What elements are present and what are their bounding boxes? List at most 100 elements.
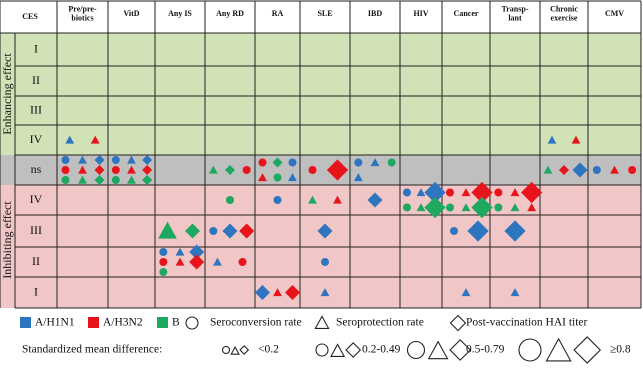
- column-header: HIV: [413, 9, 428, 18]
- column-header: IBD: [368, 9, 382, 18]
- cell-symbol: [142, 165, 153, 175]
- cell-symbol: [242, 166, 251, 174]
- cell-symbol: [185, 223, 200, 239]
- legend-label: 0.5-0.79: [466, 344, 505, 356]
- cell-symbol: [258, 158, 267, 167]
- cell-symbol: [238, 258, 247, 266]
- cell-symbol: [239, 223, 255, 239]
- cell-symbol: [527, 203, 537, 212]
- cell-symbol: [494, 203, 503, 212]
- cell-symbol: [424, 196, 446, 219]
- row-label: II: [32, 73, 40, 87]
- cell-symbol: [189, 244, 205, 260]
- cell-symbol: [127, 155, 136, 164]
- legend-symbol: [185, 316, 199, 330]
- legend-symbol: [345, 342, 362, 358]
- column-header: Cancer: [454, 9, 479, 18]
- legend-symbol: [518, 338, 542, 362]
- legend-label: 0.2-0.49: [362, 344, 401, 356]
- row-label: III: [30, 223, 42, 237]
- cell-symbol: [510, 288, 520, 297]
- row-label: IV: [30, 132, 43, 146]
- column-header: CMV: [605, 9, 624, 18]
- cell-symbol: [222, 223, 238, 239]
- column-header: exercise: [551, 13, 578, 22]
- cell-symbol: [127, 165, 136, 174]
- cell-symbol: [285, 285, 300, 300]
- legend-symbol: [449, 314, 467, 332]
- legend-label: A/H3N2: [103, 317, 143, 329]
- legend-symbol: [314, 315, 330, 329]
- cell-symbol: [446, 203, 454, 212]
- cell-symbol: [189, 254, 205, 270]
- cell-symbol: [510, 203, 520, 212]
- column-header: Transp-: [502, 4, 529, 13]
- cell-symbol: [94, 155, 105, 165]
- legend-swatch: [20, 317, 31, 328]
- cell-symbol: [543, 165, 553, 174]
- legend-symbol: [545, 337, 572, 362]
- cell-symbol: [258, 173, 267, 182]
- cell-symbol: [94, 165, 105, 175]
- cell-symbol: [272, 157, 283, 168]
- legend-symbol: [427, 340, 449, 360]
- cell-symbol: [387, 158, 396, 167]
- cell-symbol: [111, 166, 120, 174]
- cell-symbol: [354, 158, 363, 167]
- cell-symbol: [61, 166, 70, 174]
- cell-symbol: [521, 181, 543, 204]
- column-header: Any IS: [168, 9, 192, 18]
- column-header: RA: [272, 9, 284, 18]
- cell-symbol: [94, 175, 105, 185]
- cell-symbol: [142, 155, 153, 165]
- cell-symbol: [610, 165, 619, 174]
- legend-label: <0.2: [258, 344, 279, 356]
- legend-label: Seroprotection rate: [336, 317, 424, 329]
- cell-symbol: [494, 188, 503, 197]
- cell-symbol: [142, 175, 153, 185]
- cell-symbol: [370, 158, 380, 167]
- row-label: ns: [31, 162, 42, 176]
- legend-symbol: [230, 346, 240, 355]
- cell-symbol: [416, 188, 426, 197]
- row-label: IV: [30, 192, 43, 206]
- cell-symbol: [213, 257, 222, 266]
- legend-label: B: [172, 317, 180, 329]
- cell-symbol: [308, 195, 317, 204]
- cell-symbol: [273, 173, 282, 182]
- legend-label: A/H1N1: [35, 317, 75, 329]
- cell-symbol: [559, 165, 569, 175]
- row-label: III: [30, 102, 42, 116]
- row-label: I: [34, 284, 38, 298]
- cell-symbol: [127, 175, 136, 184]
- legend-swatch: [157, 317, 168, 328]
- column-header: VitD: [123, 9, 139, 18]
- cell-symbol: [333, 195, 342, 204]
- cell-symbol: [61, 176, 70, 184]
- cell-symbol: [547, 135, 557, 144]
- cell-symbol: [571, 135, 581, 144]
- cell-symbol: [175, 257, 185, 266]
- cell-symbol: [159, 258, 168, 266]
- legend-symbol: [406, 340, 426, 360]
- cell-symbol: [403, 188, 411, 197]
- cell-symbol: [273, 196, 282, 204]
- cell-symbol: [367, 192, 383, 208]
- cell-symbol: [226, 196, 234, 204]
- cell-symbol: [111, 156, 120, 164]
- cell-symbol: [288, 158, 297, 167]
- cell-symbol: [461, 188, 471, 197]
- cell-symbol: [403, 203, 411, 212]
- cell-symbol: [467, 220, 489, 242]
- cell-symbol: [471, 181, 493, 204]
- column-header: Any RD: [216, 9, 244, 18]
- row-bg: [0, 185, 641, 215]
- header-ces: CES: [22, 12, 38, 21]
- cell-symbol: [461, 288, 471, 297]
- cell-symbol: [65, 135, 75, 144]
- cell-symbol: [317, 223, 333, 239]
- legend-swatch: [88, 317, 99, 328]
- cell-symbol: [78, 165, 87, 174]
- row-bg: [0, 277, 641, 308]
- row-label: I: [34, 41, 38, 55]
